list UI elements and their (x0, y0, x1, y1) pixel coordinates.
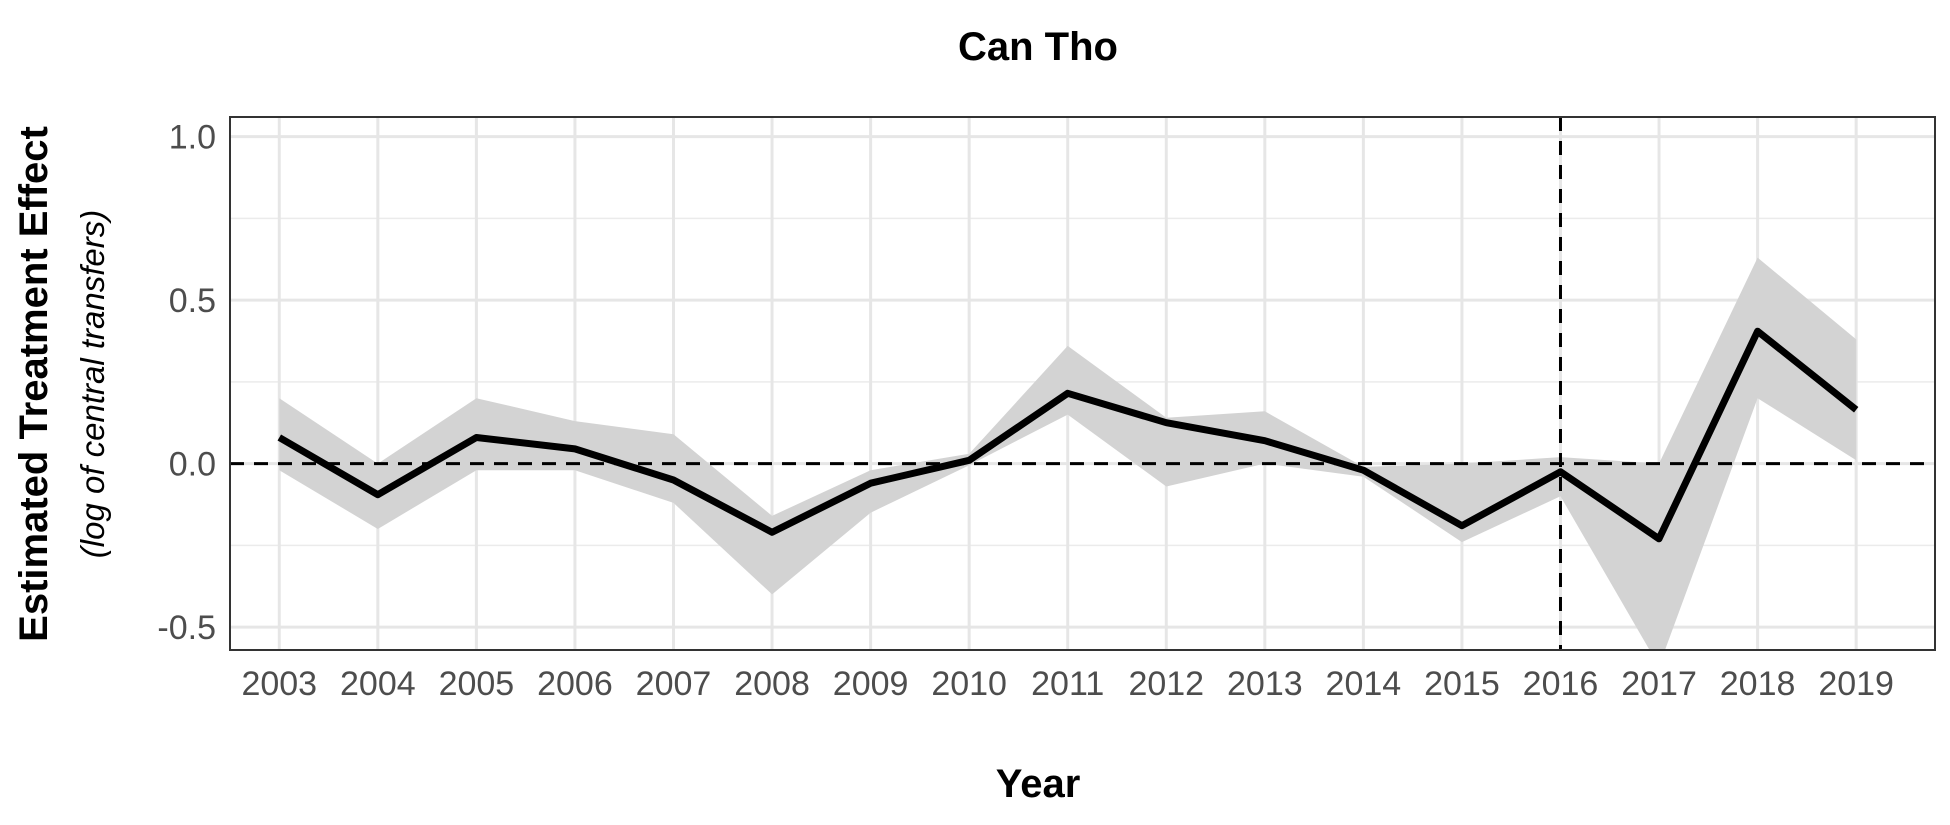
x-tick-label: 2008 (734, 665, 810, 703)
x-tick-labels: 2003 2004 2005 2006 2007 2008 2009 2010 2011 2012… (241, 665, 1894, 703)
x-tick-label: 2005 (439, 665, 515, 703)
panel-border (229, 116, 1936, 651)
chart-title: Can Tho (958, 25, 1118, 69)
y-axis-title: Estimated Treatment Effect (12, 126, 56, 642)
x-tick-label: 2004 (340, 665, 416, 703)
x-tick-label: 2019 (1818, 665, 1894, 703)
y-tick-label: 0.0 (169, 446, 216, 484)
y-axis-subtitle: (log of central transfers) (74, 210, 111, 558)
x-tick-label: 2013 (1227, 665, 1303, 703)
y-tick-label: -0.5 (157, 609, 216, 647)
y-tick-labels: 1.0 0.5 0.0 -0.5 (157, 119, 216, 647)
x-tick-label: 2009 (833, 665, 909, 703)
x-tick-label: 2006 (537, 665, 613, 703)
x-tick-label: 2018 (1720, 665, 1796, 703)
major-grid (230, 117, 1935, 650)
x-axis-title: Year (996, 762, 1081, 806)
x-tick-label: 2007 (636, 665, 712, 703)
x-tick-label: 2010 (931, 665, 1007, 703)
series-line (277, 327, 1859, 543)
x-tick-label: 2011 (1031, 665, 1104, 703)
x-tick-label: 2014 (1326, 665, 1402, 703)
x-tick-label: 2015 (1424, 665, 1500, 703)
y-tick-label: 0.5 (169, 282, 216, 320)
y-tick-label: 1.0 (169, 119, 216, 157)
x-tick-label: 2012 (1128, 665, 1204, 703)
x-tick-label: 2003 (241, 665, 317, 703)
x-tick-label: 2016 (1523, 665, 1599, 703)
x-tick-label: 2017 (1621, 665, 1697, 703)
